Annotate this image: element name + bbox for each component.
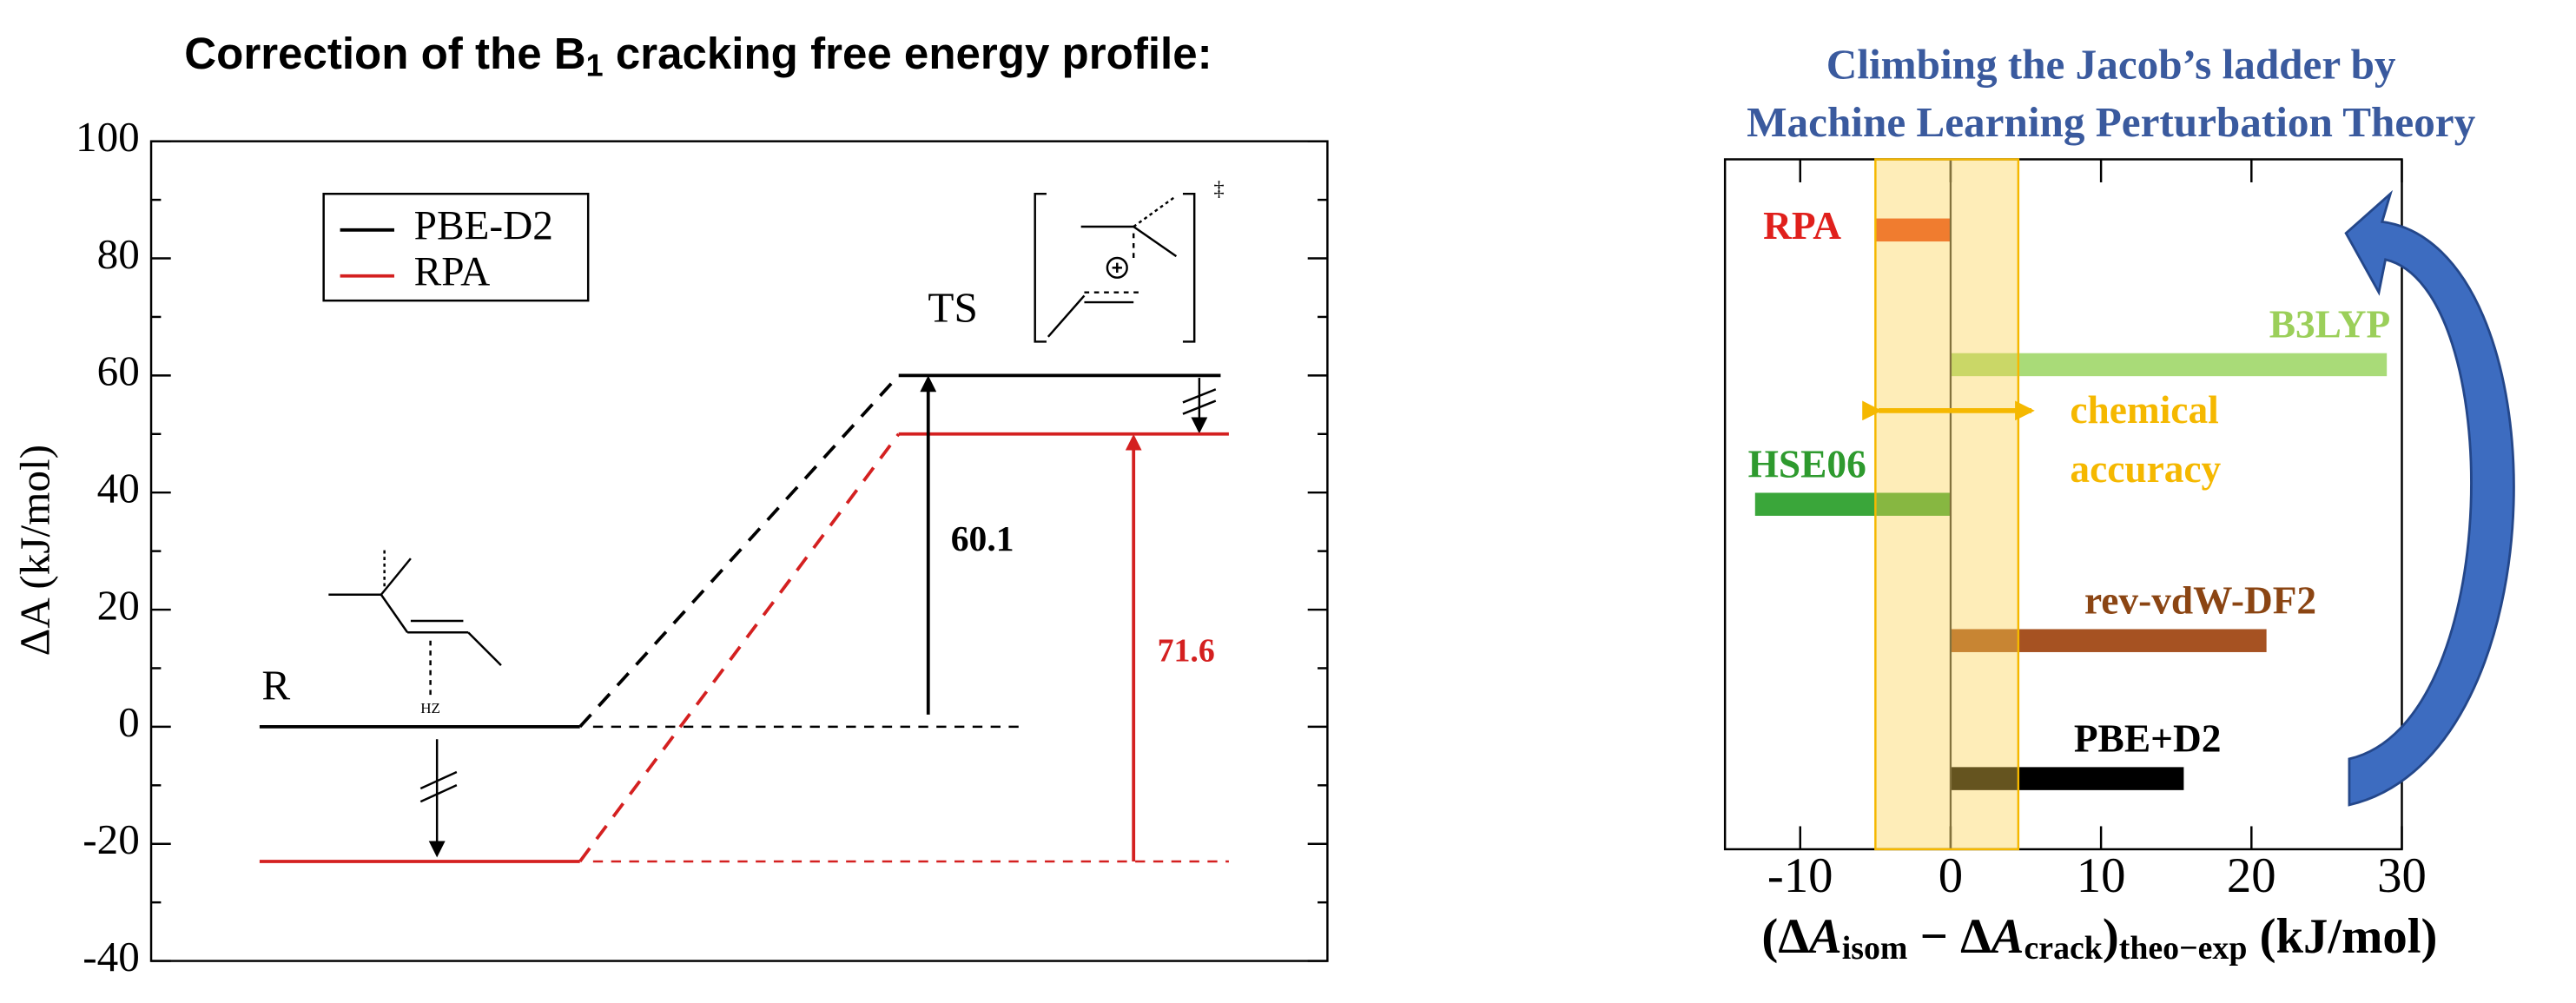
chart-title: Machine Learning Perturbation Theory [1747, 98, 2475, 146]
label-part: crack [2024, 930, 2103, 967]
title-part: cracking free energy profile: [604, 30, 1212, 79]
structure-label: ‡ [1213, 177, 1224, 201]
x-tick-label: 0 [1939, 848, 1963, 903]
chart-title: Climbing the Jacob’s ladder by [1826, 41, 2396, 89]
y-tick-label: 100 [76, 113, 140, 161]
molecule-ts [1034, 192, 1196, 343]
y-tick-label: 80 [97, 230, 140, 278]
title-part: Correction of the B [184, 30, 585, 79]
plot-frame [1723, 158, 2403, 851]
title-part: 1 [586, 47, 604, 82]
bar [1950, 767, 2184, 790]
label-part: A [1807, 909, 1842, 964]
bar [1754, 492, 1951, 516]
bar-label: RPA [1763, 204, 1841, 247]
band-label: chemical [2070, 388, 2218, 432]
x-tick-label: 30 [2377, 848, 2427, 903]
y-tick-label: 0 [118, 698, 140, 746]
x-tick-label: -10 [1767, 848, 1833, 903]
y-tick-label: -40 [83, 933, 140, 980]
y-tick-label: 20 [97, 581, 140, 629]
barrier-label: 71.6 [1158, 633, 1215, 670]
label-part: isom [1842, 930, 1908, 967]
y-tick-label: 60 [97, 347, 140, 395]
label-part: (kJ/mol) [2247, 909, 2437, 964]
legend-label: RPA [414, 250, 491, 295]
y-axis-label: ΔA (kJ/mol) [11, 445, 59, 656]
bar-label: B3LYP [2269, 303, 2391, 346]
label-part: theo−exp [2119, 930, 2248, 967]
state-label: R [261, 662, 290, 709]
x-tick-label: 10 [2077, 848, 2126, 903]
chart-title: Correction of the B1 cracking free energ… [184, 30, 1212, 82]
bar [1950, 353, 2388, 377]
bar [1875, 218, 1951, 242]
connector [578, 432, 901, 863]
bar-label: HSE06 [1748, 443, 1866, 486]
legend-box [322, 192, 590, 302]
label-part: A [1989, 909, 2024, 964]
band-label: accuracy [2070, 447, 2221, 491]
label-part: (Δ [1761, 909, 1808, 964]
x-tick-label: 20 [2227, 848, 2276, 903]
y-tick-label: 40 [97, 464, 140, 511]
x-axis-label: (ΔAisom − ΔAcrack)theo−exp (kJ/mol) [1761, 909, 2437, 967]
bar-label: PBE+D2 [2074, 716, 2222, 760]
legend-label: PBE-D2 [414, 204, 553, 249]
label-part: ) [2103, 909, 2119, 964]
state-label: TS [928, 284, 977, 332]
connector [578, 374, 901, 729]
y-tick-label: -20 [83, 815, 140, 863]
bar-label: rev-vdW-DF2 [2084, 579, 2316, 623]
break-marks [419, 378, 1217, 858]
molecule-r [328, 550, 502, 698]
barrier-label: 60.1 [951, 519, 1014, 559]
label-part: − Δ [1907, 909, 1991, 964]
structure-label: HZ [420, 700, 440, 716]
ladder-arrow [2344, 189, 2515, 807]
bar [1950, 629, 2267, 652]
accuracy-band [1874, 158, 2020, 851]
